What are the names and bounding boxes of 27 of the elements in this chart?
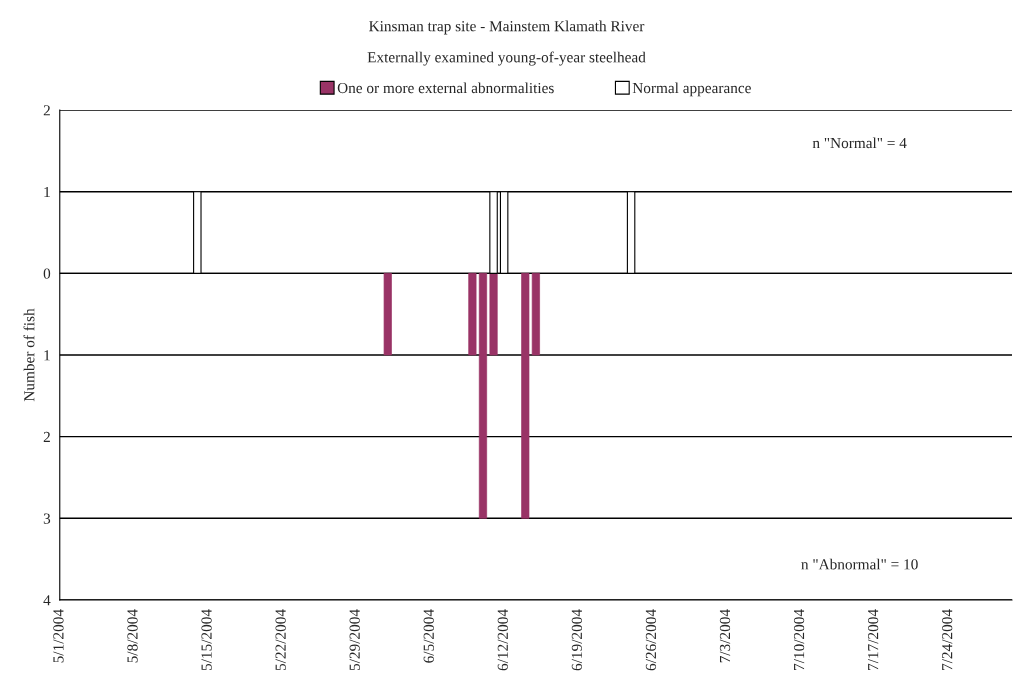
- x-tick-label: 6/12/2004: [497, 609, 508, 671]
- x-tick-label: 7/24/2004: [942, 609, 953, 670]
- x-tick-label: 6/5/2004: [423, 609, 434, 663]
- x-tick-label: 5/1/2004: [53, 609, 64, 663]
- y-tick-label: 2: [43, 431, 50, 442]
- y-tick-label: 3: [43, 513, 51, 524]
- legend-label: One or more external abnormalities: [337, 82, 554, 94]
- x-tick-label: 5/15/2004: [201, 609, 212, 671]
- y-tick-label: 4: [43, 595, 51, 606]
- chart-subtitle: Externally examined young-of-year steelhead: [367, 51, 646, 66]
- y-tick-label: 1: [44, 186, 50, 197]
- annotation: n "Normal" = 4: [812, 137, 907, 149]
- x-tick-label: 5/29/2004: [349, 609, 360, 671]
- y-tick-label: 0: [43, 268, 51, 279]
- x-tick-label: 6/19/2004: [571, 609, 583, 671]
- x-tick-label: 6/26/2004: [645, 609, 657, 671]
- y-tick-label: 2: [43, 105, 50, 116]
- x-tick-label: 5/22/2004: [275, 609, 286, 671]
- chart-title: Kinsman trap site - Mainstem Klamath River: [369, 20, 645, 35]
- y-axis-title: Number of fish: [23, 308, 35, 402]
- x-tick-label: 5/8/2004: [127, 609, 138, 663]
- x-tick-label: 7/3/2004: [719, 609, 731, 663]
- annotation: n "Abnormal" = 10: [801, 558, 918, 570]
- legend-label: Normal appearance: [632, 82, 751, 97]
- x-tick-label: 7/17/2004: [867, 609, 879, 670]
- x-tick-label: 7/10/2004: [793, 609, 805, 670]
- y-tick-label: 1: [44, 350, 50, 361]
